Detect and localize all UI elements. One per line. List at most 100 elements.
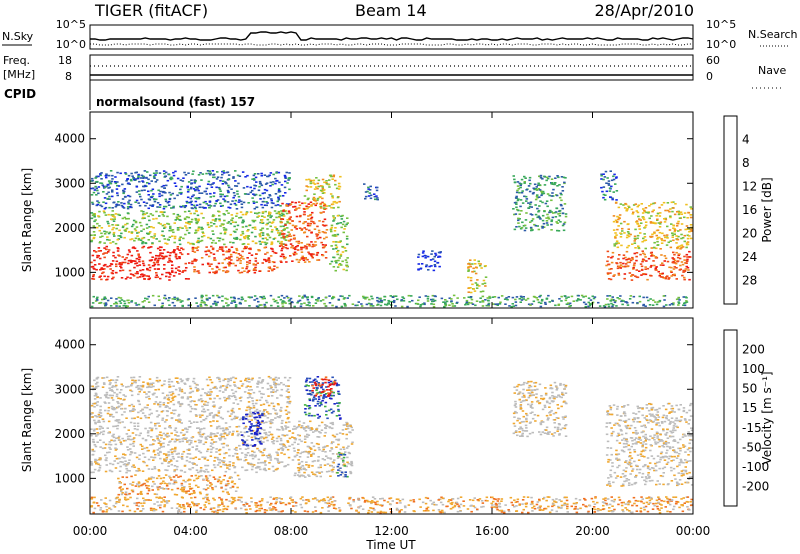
power-echo-cell [159, 249, 162, 251]
power-echo-cell [152, 261, 156, 264]
velocity-echo-cell [286, 396, 290, 398]
power-echo-cell [276, 266, 279, 269]
power-echo-cell [221, 262, 224, 264]
power-echo-cell [669, 216, 672, 219]
velocity-echo-cell [241, 466, 244, 469]
velocity-echo-cell [104, 454, 107, 457]
velocity-echo-cell [200, 475, 203, 477]
velocity-echo-cell [258, 410, 262, 412]
power-echo-cell [205, 250, 209, 252]
power-echo-cell [315, 299, 318, 301]
velocity-echo-cell [135, 470, 138, 472]
power-echo-cell [519, 183, 523, 185]
power-echo-cell [173, 298, 177, 300]
power-echo-cell [318, 220, 321, 222]
velocity-echo-cell [226, 464, 229, 467]
velocity-echo-cell [270, 419, 273, 421]
power-echo-cell [123, 302, 127, 305]
velocity-echo-cell [197, 450, 201, 452]
power-echo-cell [230, 259, 233, 261]
velocity-echo-cell [222, 379, 225, 382]
power-echo-cell [275, 180, 278, 182]
nsky-bottom-tick: 10^0 [56, 38, 86, 51]
power-echo-cell [431, 250, 434, 252]
power-echo-cell [153, 304, 156, 307]
power-echo-cell [115, 271, 118, 274]
power-echo-cell [308, 261, 311, 263]
velocity-echo-cell [161, 419, 164, 421]
power-echo-cell [118, 263, 121, 265]
power-echo-cell [280, 244, 283, 247]
velocity-echo-cell [182, 479, 185, 482]
power-echo-cell [560, 199, 563, 202]
power-echo-cell [271, 261, 275, 263]
power-echo-cell [160, 234, 164, 237]
velocity-echo-cell [170, 460, 173, 462]
power-echo-cell [338, 263, 342, 265]
velocity-echo-cell [177, 476, 180, 478]
power-echo-cell [643, 209, 646, 212]
power-echo-cell [129, 206, 132, 208]
velocity-echo-cell [279, 439, 283, 442]
velocity-echo-cell [160, 384, 164, 387]
power-echo-cell [475, 266, 478, 269]
velocity-echo-cell [120, 489, 123, 491]
power-echo-cell [266, 259, 269, 261]
power-echo-cell [275, 299, 278, 302]
power-echo-cell [315, 202, 319, 205]
power-echo-cell [312, 203, 315, 205]
power-echo-cell [185, 267, 188, 269]
velocity-echo-cell [173, 440, 177, 443]
power-echo-cell [293, 305, 296, 308]
nave-bottom-tick: 0 [706, 70, 713, 83]
power-echo-cell [351, 303, 355, 305]
velocity-echo-cell [262, 437, 266, 440]
velocity-echo-cell [186, 396, 190, 398]
velocity-echo-cell [138, 469, 141, 472]
power-echo-cell [543, 184, 547, 186]
velocity-echo-cell [114, 449, 118, 451]
power-echo-cell [208, 172, 211, 175]
velocity-echo-cell [219, 465, 223, 468]
power-echo-cell [120, 299, 124, 301]
power-echo-cell [251, 189, 254, 192]
power-echo-cell [477, 260, 480, 263]
power-echo-cell [339, 175, 342, 178]
velocity-echo-cell [128, 470, 131, 472]
velocity-echo-cell [174, 388, 178, 391]
velocity-echo-cell [180, 388, 184, 391]
velocity-echo-cell [127, 385, 130, 388]
power-echo-cell [367, 186, 370, 189]
velocity-echo-cell [204, 441, 208, 444]
power-echo-cell [324, 305, 328, 307]
power-echo-cell [659, 221, 663, 223]
power-echo-cell [587, 301, 590, 304]
velocity-echo-cell [266, 401, 269, 404]
power-echo-cell [202, 232, 205, 235]
velocity-echo-cell [105, 457, 108, 459]
power-echo-cell [315, 235, 319, 237]
velocity-echo-cell [132, 376, 136, 379]
power-echo-cell [108, 265, 112, 267]
power-echo-cell [115, 298, 118, 300]
velocity-echo-cell [166, 435, 169, 438]
velocity-echo-cell [201, 388, 204, 390]
power-echo-cell [656, 229, 660, 231]
power-echo-cell [182, 177, 185, 179]
power-echo-cell [528, 205, 532, 208]
power-echo-cell [335, 201, 339, 204]
power-echo-cell [133, 266, 136, 269]
power-echo-cell [235, 236, 238, 239]
power-echo-cell [176, 229, 180, 231]
power-echo-cell [330, 245, 333, 247]
power-echo-cell [303, 211, 306, 213]
power-echo-cell [309, 180, 312, 183]
velocity-echo-cell [285, 426, 288, 429]
power-echo-cell [99, 173, 102, 175]
power-echo-cell [113, 181, 117, 183]
power-echo-cell [145, 227, 149, 229]
velocity-echo-cell [120, 383, 123, 386]
power-echo-cell [115, 260, 119, 263]
power-echo-cell [610, 261, 614, 264]
power-echo-cell [242, 187, 246, 189]
